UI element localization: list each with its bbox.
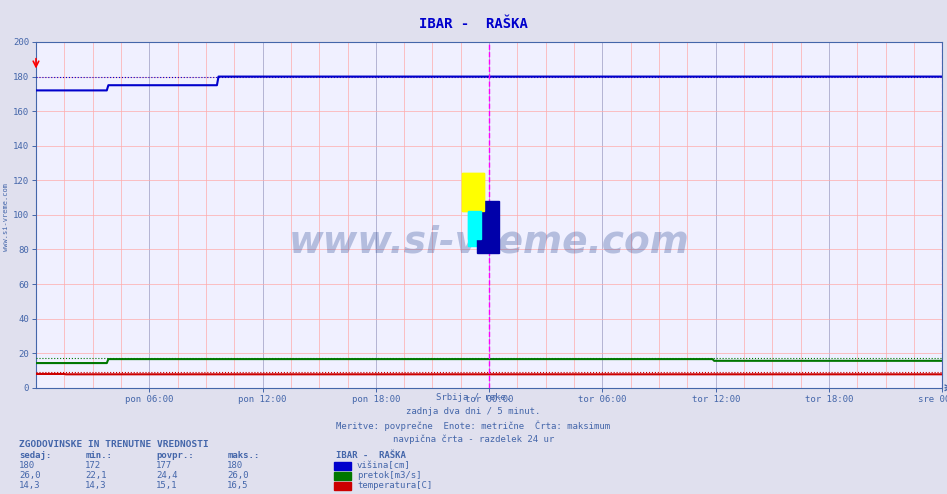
Text: 180: 180 [227, 461, 243, 470]
Text: 180: 180 [19, 461, 35, 470]
Text: 26,0: 26,0 [19, 471, 41, 480]
Text: 15,1: 15,1 [156, 481, 178, 490]
Text: 177: 177 [156, 461, 172, 470]
Text: ZGODOVINSKE IN TRENUTNE VREDNOSTI: ZGODOVINSKE IN TRENUTNE VREDNOSTI [19, 440, 208, 449]
Text: 22,1: 22,1 [85, 471, 107, 480]
Text: Srbija / reke.: Srbija / reke. [436, 393, 511, 402]
Text: 14,3: 14,3 [19, 481, 41, 490]
Bar [468, 208, 490, 246]
Bar [477, 201, 499, 253]
Text: 26,0: 26,0 [227, 471, 249, 480]
Text: maks.:: maks.: [227, 452, 259, 460]
Text: višina[cm]: višina[cm] [357, 461, 411, 470]
Text: IBAR -  RAŠKA: IBAR - RAŠKA [336, 452, 406, 460]
Bar [461, 173, 484, 211]
Text: min.:: min.: [85, 452, 112, 460]
Text: zadnja dva dni / 5 minut.: zadnja dva dni / 5 minut. [406, 407, 541, 415]
Bar [468, 211, 480, 239]
Text: 24,4: 24,4 [156, 471, 178, 480]
Text: www.si-vreme.com: www.si-vreme.com [3, 183, 9, 251]
Text: pretok[m3/s]: pretok[m3/s] [357, 471, 421, 480]
Text: Meritve: povprečne  Enote: metrične  Črta: maksimum: Meritve: povprečne Enote: metrične Črta:… [336, 420, 611, 431]
Text: 16,5: 16,5 [227, 481, 249, 490]
Text: 172: 172 [85, 461, 101, 470]
Text: temperatura[C]: temperatura[C] [357, 481, 432, 490]
Bar [461, 173, 484, 211]
Text: sedaj:: sedaj: [19, 452, 51, 460]
Text: www.si-vreme.com: www.si-vreme.com [289, 225, 689, 260]
Text: 14,3: 14,3 [85, 481, 107, 490]
Text: IBAR -  RAŠKA: IBAR - RAŠKA [420, 17, 527, 31]
Text: navpična črta - razdelek 24 ur: navpična črta - razdelek 24 ur [393, 434, 554, 444]
Text: povpr.:: povpr.: [156, 452, 194, 460]
